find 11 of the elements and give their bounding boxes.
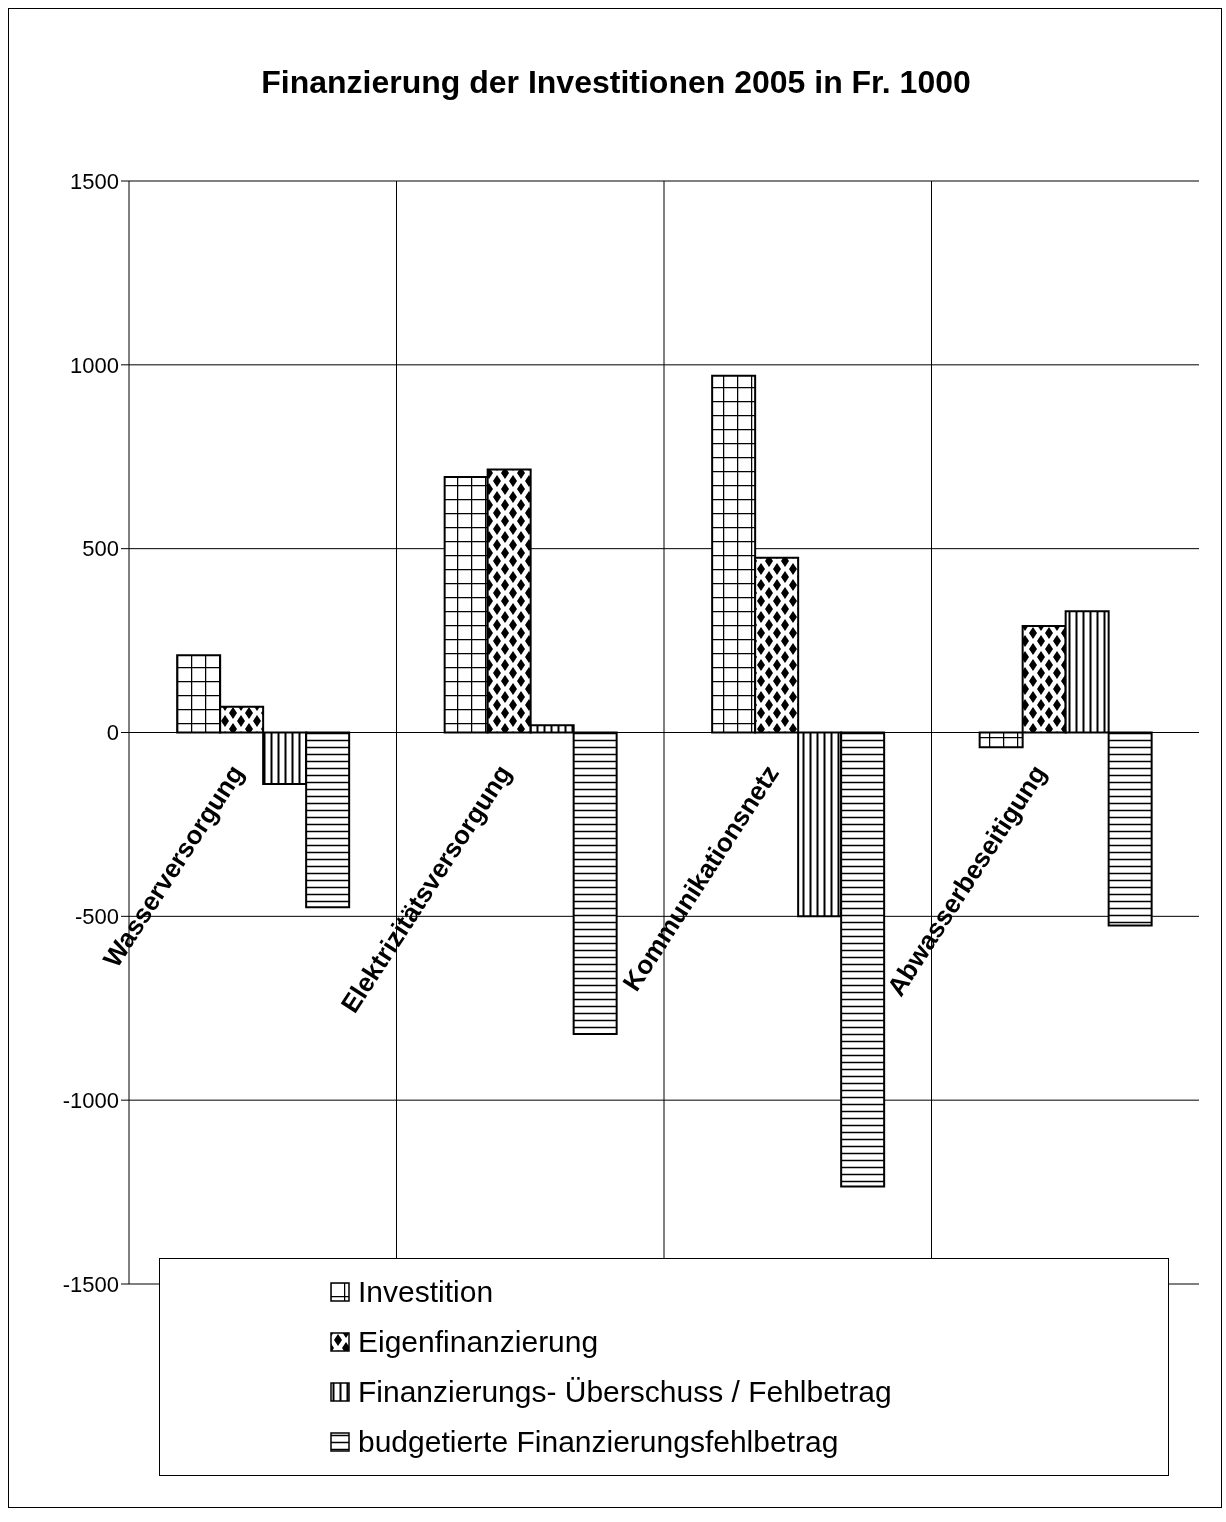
legend-label: budgetierte Finanzierungsfehlbetrag (358, 1425, 839, 1459)
y-tick-label: -1000 (62, 1087, 119, 1113)
legend-label: Finanzierungs- Überschuss / Fehlbetrag (358, 1375, 892, 1409)
legend-label: Eigenfinanzierung (358, 1325, 599, 1359)
y-tick-label: -1500 (62, 1271, 119, 1297)
y-tick-label: 500 (82, 536, 119, 562)
chart-title: Finanzierung der Investitionen 2005 in Fr. 1000 (260, 64, 972, 101)
legend-label: Investition (358, 1275, 494, 1309)
y-tick-label: 1000 (70, 352, 119, 378)
y-tick-label: 0 (106, 720, 119, 746)
y-tick-label: 1500 (70, 168, 119, 194)
